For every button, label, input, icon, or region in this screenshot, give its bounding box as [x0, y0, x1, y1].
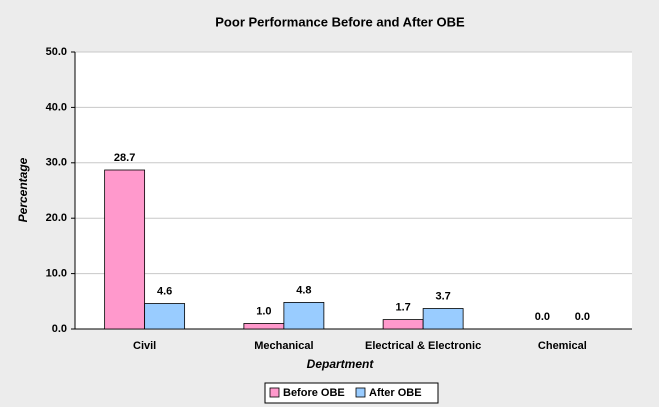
bar — [422, 308, 464, 330]
plot-area — [75, 52, 632, 329]
data-label: 1.0 — [256, 305, 271, 317]
y-tick-label: 50.0 — [46, 46, 67, 58]
bar — [104, 169, 146, 330]
y-tick-label: 10.0 — [46, 268, 67, 280]
y-tick-label: 0.0 — [52, 323, 67, 335]
legend-label: After OBE — [369, 387, 422, 399]
chart-title: Poor Performance Before and After OBE — [215, 14, 465, 29]
legend-label: Before OBE — [283, 387, 345, 399]
y-tick-label: 20.0 — [46, 212, 67, 224]
x-tick-label: Chemical — [538, 340, 587, 352]
legend-box — [264, 382, 439, 404]
data-label: 0.0 — [575, 311, 590, 323]
bar — [144, 303, 186, 330]
data-label: 28.7 — [114, 152, 135, 164]
y-axis-title: Percentage — [16, 157, 30, 222]
bar — [382, 319, 424, 330]
legend-swatch — [355, 387, 366, 398]
data-label: 0.0 — [535, 311, 550, 323]
data-label: 1.7 — [395, 301, 410, 313]
x-tick-label: Electrical & Electronic — [365, 340, 481, 352]
bar — [283, 302, 325, 330]
data-label: 4.6 — [157, 285, 172, 297]
y-tick-label: 30.0 — [46, 157, 67, 169]
legend-swatch — [269, 387, 280, 398]
x-tick-label: Civil — [133, 340, 156, 352]
data-label: 4.8 — [296, 284, 311, 296]
y-tick-label: 40.0 — [46, 101, 67, 113]
x-tick-label: Mechanical — [254, 340, 313, 352]
x-axis-title: Department — [307, 357, 375, 371]
bar — [243, 323, 285, 330]
data-label: 3.7 — [435, 290, 450, 302]
